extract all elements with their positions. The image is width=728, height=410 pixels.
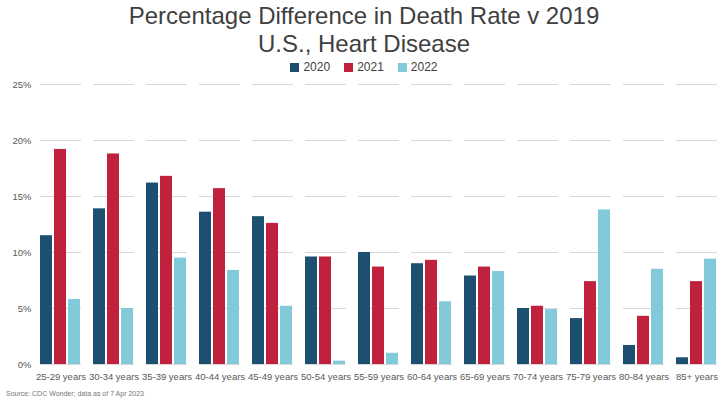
svg-text:45-49 years: 45-49 years: [248, 371, 298, 382]
svg-text:70-74 years: 70-74 years: [513, 371, 563, 382]
html-text:2020: 2020: [303, 60, 331, 74]
svg-text:55-59 years: 55-59 years: [354, 371, 404, 382]
svg-text:10%: 10%: [12, 247, 32, 258]
svg-text:60-64 years: 60-64 years: [407, 371, 457, 382]
svg-text:5%: 5%: [18, 303, 32, 314]
html-text:2021: 2021: [357, 60, 384, 74]
svg-text:20%: 20%: [12, 135, 32, 146]
svg-text:75-79 years: 75-79 years: [566, 371, 616, 382]
svg-text:25%: 25%: [12, 79, 32, 90]
svg-text:35-39 years: 35-39 years: [142, 371, 192, 382]
html-text:Percentage Difference in Death: Percentage Difference in Death Rate v 20…: [128, 2, 600, 29]
svg-text:65-69 years: 65-69 years: [460, 371, 510, 382]
svg-text:40-44 years: 40-44 years: [195, 371, 245, 382]
html-text:Source: CDC Wonder; data as of: Source: CDC Wonder; data as of 7 Apr 202…: [6, 390, 144, 397]
svg-text:25-29 years: 25-29 years: [36, 371, 86, 382]
html-text:2022: 2022: [410, 60, 438, 74]
svg-text:80-84 years: 80-84 years: [619, 371, 669, 382]
svg-text:50-54 years: 50-54 years: [301, 371, 351, 382]
svg-text:30-34 years: 30-34 years: [89, 371, 139, 382]
svg-text:15%: 15%: [12, 191, 32, 202]
svg-text:85+ years: 85+ years: [676, 371, 718, 382]
html-text:U.S., Heart Disease: U.S., Heart Disease: [258, 30, 470, 57]
svg-text:0%: 0%: [18, 359, 32, 370]
